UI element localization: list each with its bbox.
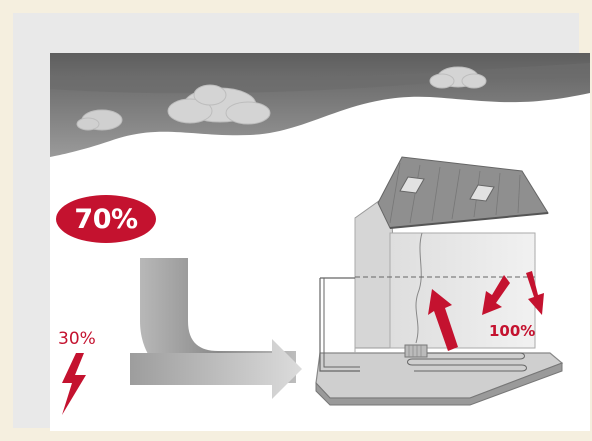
cloud-icon [167, 84, 271, 125]
energy-flow-pipe [140, 258, 296, 383]
electric-share-label: 30% [58, 329, 96, 349]
skylight [399, 176, 425, 194]
arrow-icon [130, 339, 302, 399]
ground-slab [315, 352, 564, 399]
lightning-icon [62, 353, 86, 415]
cloud-icon [429, 66, 487, 89]
solar-share-label: 70% [74, 203, 138, 235]
sky-stripe [50, 63, 590, 94]
arrow-icon [428, 271, 544, 351]
roof [377, 156, 549, 229]
skylight [469, 184, 495, 202]
solar-share-badge: 70% [56, 195, 156, 243]
illustration-svg [50, 53, 590, 415]
diagram-panel: 70% 30% 100% [13, 13, 590, 431]
heat-unit [404, 344, 428, 358]
heat-pump-illustration: 70% 30% 100% [50, 53, 590, 431]
total-output-label: 100% [489, 322, 536, 340]
cloud-icon [76, 109, 123, 131]
